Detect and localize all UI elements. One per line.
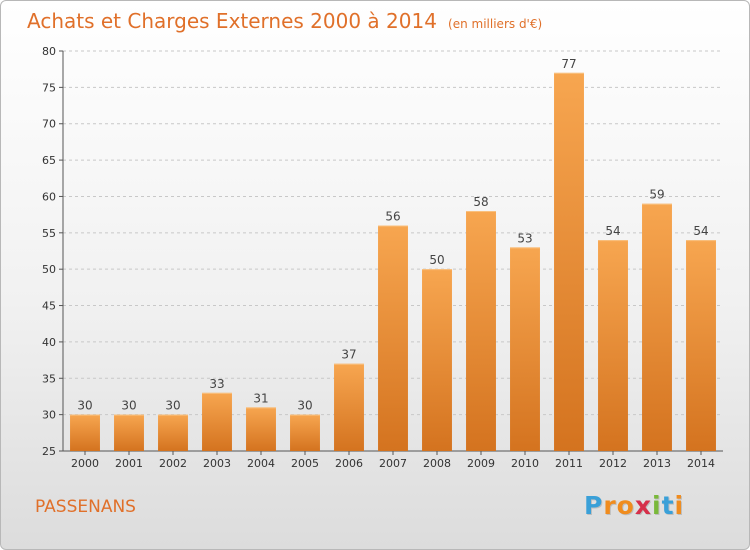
y-tick-label: 75 xyxy=(42,81,56,94)
y-tick-label: 60 xyxy=(42,190,56,203)
y-tick-label: 70 xyxy=(42,118,56,131)
x-tick-label: 2005 xyxy=(291,457,319,470)
data-label: 37 xyxy=(341,348,356,362)
data-label: 54 xyxy=(605,224,620,238)
data-label: 30 xyxy=(77,399,92,413)
logo-letter: t xyxy=(661,491,675,520)
x-tick-label: 2014 xyxy=(687,457,715,470)
bar xyxy=(114,414,144,451)
logo-letter: o xyxy=(616,491,635,520)
x-tick-label: 2008 xyxy=(423,457,451,470)
data-label: 31 xyxy=(253,391,268,405)
data-label: 59 xyxy=(649,188,664,202)
bar xyxy=(686,240,716,451)
logo-letter: i xyxy=(652,491,662,520)
chart-title: Achats et Charges Externes 2000 à 2014 xyxy=(27,9,437,33)
x-tick-label: 2009 xyxy=(467,457,495,470)
data-label: 30 xyxy=(297,399,312,413)
data-label: 30 xyxy=(121,399,136,413)
bar xyxy=(290,414,320,451)
data-label: 77 xyxy=(561,57,576,71)
y-tick-label: 65 xyxy=(42,154,56,167)
y-tick-label: 30 xyxy=(42,409,56,422)
bar xyxy=(510,247,540,451)
y-tick-label: 50 xyxy=(42,263,56,276)
proxiti-logo[interactable]: Proxiti xyxy=(584,491,684,520)
logo-letter: P xyxy=(584,491,604,520)
x-tick-label: 2006 xyxy=(335,457,363,470)
place-name: PASSENANS xyxy=(35,497,136,517)
data-label: 56 xyxy=(385,210,400,224)
x-tick-label: 2011 xyxy=(555,457,583,470)
x-tick-label: 2001 xyxy=(115,457,143,470)
bar xyxy=(378,225,408,451)
data-label: 50 xyxy=(429,253,444,267)
x-tick-label: 2003 xyxy=(203,457,231,470)
y-tick-label: 35 xyxy=(42,372,56,385)
x-tick-label: 2012 xyxy=(599,457,627,470)
bar xyxy=(70,414,100,451)
x-tick-label: 2004 xyxy=(247,457,275,470)
bar xyxy=(598,240,628,451)
bar xyxy=(642,203,672,451)
data-label: 58 xyxy=(473,195,488,209)
chart-subtitle: (en milliers d'€) xyxy=(448,17,543,31)
data-label: 30 xyxy=(165,399,180,413)
bar xyxy=(158,414,188,451)
x-tick-label: 2013 xyxy=(643,457,671,470)
bar xyxy=(202,392,232,451)
x-tick-label: 2002 xyxy=(159,457,187,470)
bar xyxy=(422,269,452,451)
x-tick-label: 2000 xyxy=(71,457,99,470)
logo-letter: r xyxy=(603,491,617,520)
bar xyxy=(466,211,496,451)
bar xyxy=(246,407,276,451)
y-tick-label: 40 xyxy=(42,336,56,349)
y-tick-label: 45 xyxy=(42,300,56,313)
y-tick-label: 25 xyxy=(42,445,56,458)
data-label: 54 xyxy=(693,224,708,238)
y-tick-label: 55 xyxy=(42,227,56,240)
bar xyxy=(334,363,364,451)
logo-letter: x xyxy=(634,491,652,520)
bar xyxy=(554,72,584,452)
x-tick-label: 2010 xyxy=(511,457,539,470)
chart-title-block: Achats et Charges Externes 2000 à 2014 (… xyxy=(27,9,542,33)
data-label: 33 xyxy=(209,377,224,391)
y-tick-label: 80 xyxy=(42,45,56,58)
x-tick-label: 2007 xyxy=(379,457,407,470)
logo-letter: i xyxy=(674,491,685,520)
data-label: 53 xyxy=(517,231,532,245)
